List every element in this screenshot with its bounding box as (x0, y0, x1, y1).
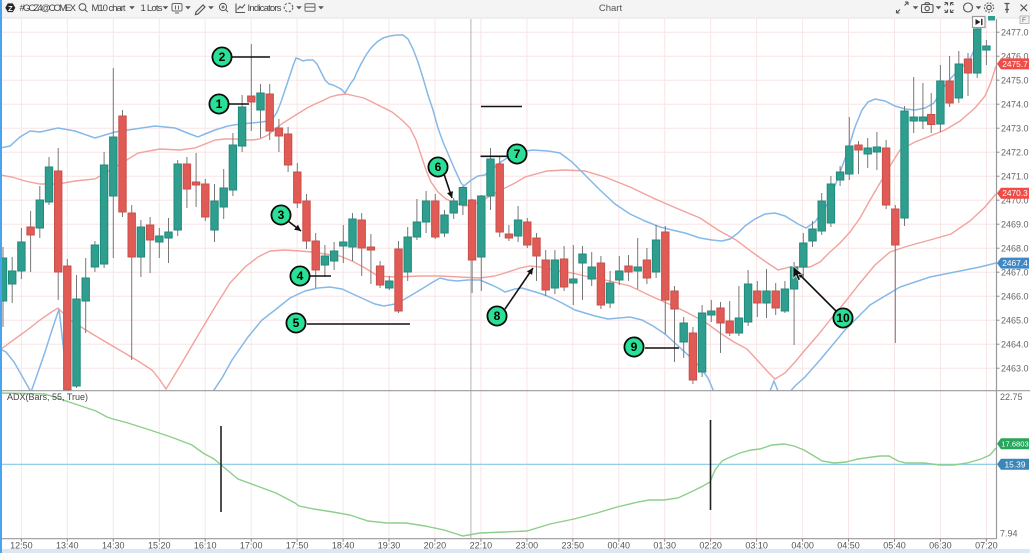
svg-text:2468.0: 2468.0 (1001, 243, 1029, 253)
svg-text:4: 4 (297, 269, 304, 283)
svg-text:19:30: 19:30 (378, 541, 401, 551)
svg-text:17:00: 17:00 (240, 541, 263, 551)
svg-text:7.94: 7.94 (1000, 529, 1018, 539)
svg-text:F: F (1022, 17, 1026, 24)
svg-text:#GCZ4@COMEX: #GCZ4@COMEX (20, 3, 77, 14)
svg-text:9: 9 (631, 340, 638, 354)
svg-text:2469.0: 2469.0 (1001, 219, 1029, 229)
svg-text:14:30: 14:30 (102, 541, 125, 551)
svg-text:M10 chart: M10 chart (92, 3, 126, 14)
svg-text:05:40: 05:40 (883, 541, 906, 551)
svg-text:7: 7 (514, 147, 521, 161)
svg-text:Chart: Chart (599, 3, 623, 14)
svg-text:17:50: 17:50 (286, 541, 309, 551)
svg-text:2474.0: 2474.0 (1001, 99, 1029, 109)
svg-text:8: 8 (494, 309, 501, 323)
svg-text:2471.0: 2471.0 (1001, 171, 1029, 181)
svg-text:6: 6 (435, 160, 442, 174)
svg-text:23:50: 23:50 (562, 541, 585, 551)
svg-text:2467.0: 2467.0 (1001, 267, 1029, 277)
svg-text:07:20: 07:20 (975, 541, 998, 551)
svg-text:15.39: 15.39 (1005, 459, 1026, 469)
svg-text:5: 5 (293, 316, 300, 330)
svg-text:1: 1 (216, 97, 223, 111)
svg-text:2472.0: 2472.0 (1001, 147, 1029, 157)
svg-text:10: 10 (836, 311, 850, 325)
svg-text:16:10: 16:10 (194, 541, 217, 551)
svg-text:ADX(Bars, 55, True): ADX(Bars, 55, True) (7, 392, 88, 402)
svg-text:18:40: 18:40 (332, 541, 355, 551)
svg-text:04:50: 04:50 (837, 541, 860, 551)
svg-text:20:20: 20:20 (424, 541, 447, 551)
svg-text:1 Lots: 1 Lots (141, 3, 163, 14)
svg-text:02:20: 02:20 (699, 541, 722, 551)
svg-text:2470.0: 2470.0 (1001, 195, 1029, 205)
svg-text:2: 2 (219, 50, 226, 64)
svg-text:2467.4: 2467.4 (1002, 258, 1028, 268)
svg-text:2464.0: 2464.0 (1001, 339, 1029, 349)
svg-text:Indicators: Indicators (248, 3, 282, 14)
svg-text:3: 3 (278, 208, 285, 222)
svg-text:15:20: 15:20 (148, 541, 171, 551)
svg-text:01:30: 01:30 (653, 541, 676, 551)
svg-text:2473.0: 2473.0 (1001, 123, 1029, 133)
svg-text:06:30: 06:30 (929, 541, 952, 551)
svg-text:2476.0: 2476.0 (1001, 51, 1029, 61)
svg-text:04:00: 04:00 (791, 541, 814, 551)
svg-text:23:00: 23:00 (516, 541, 539, 551)
svg-text:2475.0: 2475.0 (1001, 75, 1029, 85)
svg-text:00:40: 00:40 (608, 541, 631, 551)
svg-text:2466.0: 2466.0 (1001, 291, 1029, 301)
svg-text:2470.3: 2470.3 (1002, 188, 1028, 198)
svg-text:2475.7: 2475.7 (1002, 59, 1028, 69)
svg-text:13:40: 13:40 (56, 541, 79, 551)
svg-text:12:50: 12:50 (10, 541, 33, 551)
svg-text:2465.0: 2465.0 (1001, 315, 1029, 325)
svg-text:22.75: 22.75 (1000, 392, 1023, 402)
svg-text:17.6803: 17.6803 (1001, 440, 1028, 449)
svg-text:2463.0: 2463.0 (1001, 363, 1029, 373)
svg-text:2477.0: 2477.0 (1001, 27, 1029, 37)
svg-text:Z: Z (8, 4, 13, 13)
svg-text:22:10: 22:10 (470, 541, 493, 551)
svg-text:03:10: 03:10 (745, 541, 768, 551)
